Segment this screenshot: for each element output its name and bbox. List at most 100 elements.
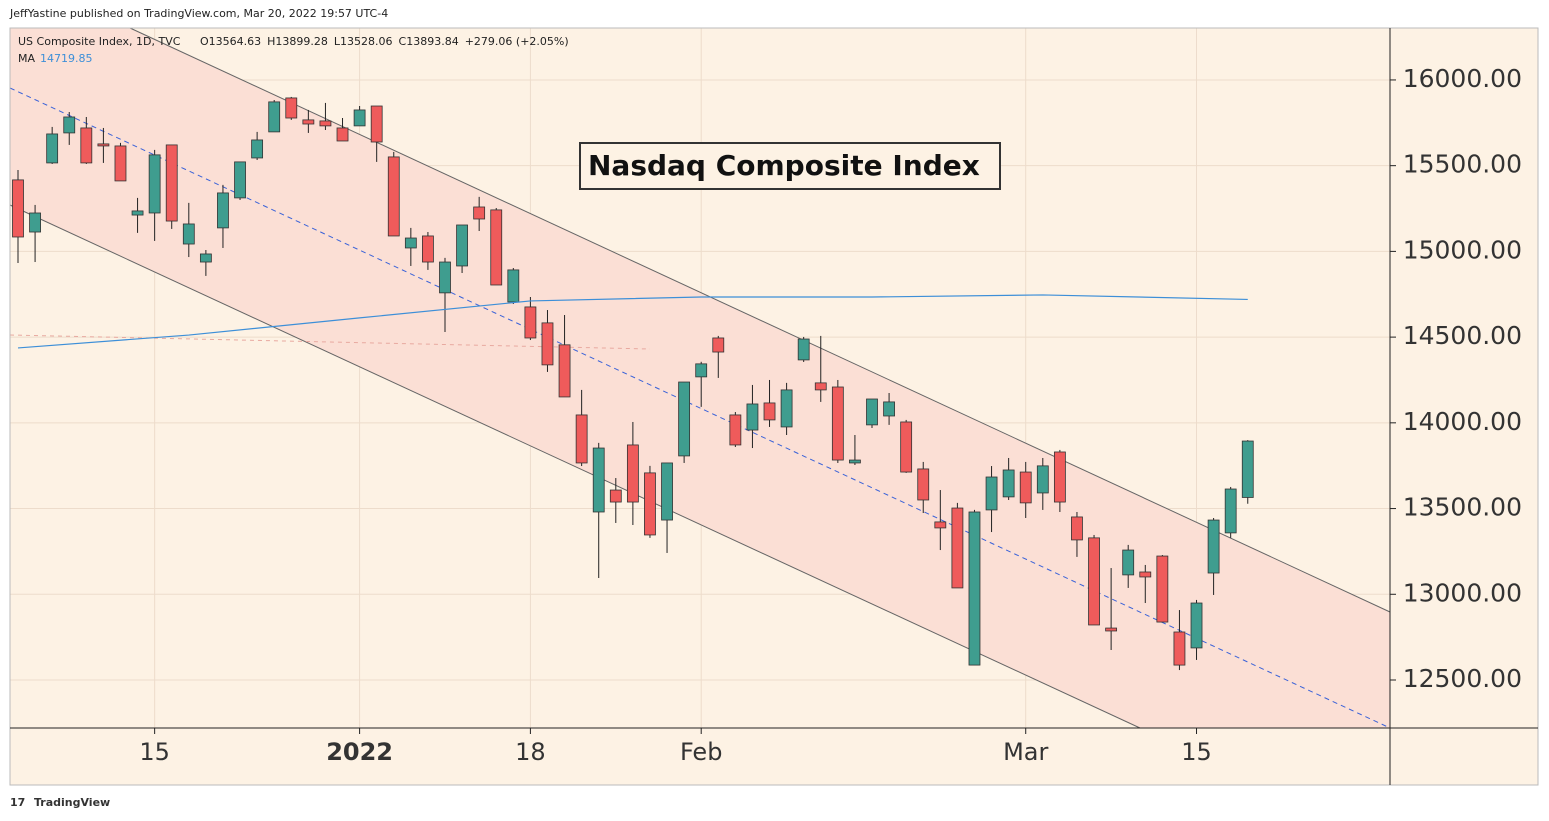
candle-body: [746, 403, 759, 431]
candle-body: [46, 133, 59, 164]
y-tick-label: 12500.00: [1403, 664, 1522, 693]
candle-body: [883, 401, 895, 417]
candle-body: [592, 447, 605, 513]
candle-body: [575, 414, 588, 464]
candle-body: [63, 116, 76, 134]
candle-body: [678, 381, 691, 457]
candle-body: [849, 459, 861, 464]
candle-body: [609, 489, 622, 503]
candle-body: [12, 179, 24, 238]
channel-upper: [129, 27, 1391, 613]
candle-body: [524, 306, 537, 339]
x-tick-label: Feb: [680, 738, 723, 766]
channel-lower: [9, 204, 1141, 729]
candle-body: [370, 105, 383, 143]
candle-body: [319, 120, 332, 127]
candle-body: [473, 206, 486, 220]
title-box: [579, 142, 1001, 190]
y-tick-label: 14000.00: [1403, 407, 1522, 436]
candle-body: [558, 344, 571, 398]
publisher-note: JeffYastine published on TradingView.com…: [9, 7, 388, 20]
y-tick-label: 15500.00: [1403, 150, 1522, 179]
candle-body: [866, 398, 878, 426]
marks: [12, 96, 1254, 671]
x-tick-label: Mar: [1003, 738, 1048, 766]
candle-body: [422, 235, 434, 263]
candle-body: [1036, 465, 1049, 494]
candle-body: [951, 507, 964, 589]
y-tick-label: 15000.00: [1403, 235, 1522, 264]
candle-body: [1156, 555, 1169, 623]
y-tick-label: 14500.00: [1403, 321, 1522, 350]
candle-body: [541, 322, 554, 366]
candle-body: [439, 261, 451, 294]
y-tick-label: 16000.00: [1403, 64, 1522, 93]
candle-body: [1122, 549, 1135, 576]
candle-body: [404, 237, 417, 249]
x-tick-label: 18: [515, 738, 546, 766]
legend-ohlc-item: L13528.06: [334, 35, 393, 48]
candle-body: [80, 127, 93, 164]
legend-symbol: US Composite Index, 1D, TVC: [18, 35, 181, 48]
candle-body: [148, 154, 161, 214]
y-tick-label: 13000.00: [1403, 578, 1522, 607]
legend-ohlc-item: C13893.84: [399, 35, 459, 48]
candle-body: [1088, 537, 1100, 626]
candle-body: [182, 223, 195, 245]
candle-body: [1139, 571, 1152, 578]
candle-body: [353, 109, 366, 127]
legend-ohlc-item: O13564.63: [200, 35, 261, 48]
y-tick-label: 13500.00: [1403, 493, 1522, 522]
candle-body: [1241, 440, 1254, 498]
candle-body: [490, 209, 503, 286]
footer-logo: 17: [10, 796, 25, 809]
candle-body: [456, 224, 468, 267]
candle-body: [917, 468, 930, 501]
candle-body: [302, 119, 315, 125]
guide-line: [9, 334, 651, 350]
candle-body: [114, 145, 127, 182]
candle-body: [1071, 516, 1083, 541]
candle-body: [934, 521, 947, 529]
candle-body: [780, 389, 793, 428]
candle-body: [336, 127, 349, 142]
x-tick-label: 15: [1181, 738, 1212, 766]
candle-body: [1053, 451, 1066, 503]
candle-body: [97, 143, 110, 147]
candle-body: [729, 414, 742, 446]
chart-title: Nasdaq Composite Index: [588, 149, 980, 182]
candle-body: [1190, 602, 1203, 649]
candle-body: [968, 511, 981, 666]
candle-body: [507, 269, 520, 303]
candle-body: [199, 253, 212, 263]
candle-body: [29, 212, 41, 233]
candle-body: [131, 210, 144, 216]
channel-fill: [10, 28, 1390, 728]
legend-ohlc-item: +279.06 (+2.05%): [465, 35, 569, 48]
candle-body: [1105, 627, 1118, 632]
candle-body: [387, 156, 400, 237]
candle-body: [1019, 471, 1032, 504]
candle-body: [234, 161, 246, 199]
candle-body: [661, 462, 673, 521]
candle-body: [268, 101, 281, 133]
candle-body: [1173, 631, 1186, 666]
candle-body: [1002, 469, 1015, 498]
candle-body: [285, 97, 298, 119]
ma-value: 14719.85: [40, 52, 93, 65]
candle-body: [1224, 488, 1237, 534]
candle-body: [797, 338, 810, 361]
candle-body: [814, 382, 827, 391]
candle-body: [1207, 519, 1220, 574]
candle-body: [695, 363, 708, 378]
legend-ohlc-item: H13899.28: [267, 35, 328, 48]
frame: [9, 27, 1539, 786]
candle-body: [644, 472, 656, 536]
candle-body: [165, 144, 178, 222]
candle-body: [900, 421, 913, 473]
x-tick-label: 15: [139, 738, 170, 766]
candle-body: [985, 476, 998, 511]
footer: TradingView: [34, 796, 110, 809]
x-tick-label: 2022: [326, 738, 393, 766]
